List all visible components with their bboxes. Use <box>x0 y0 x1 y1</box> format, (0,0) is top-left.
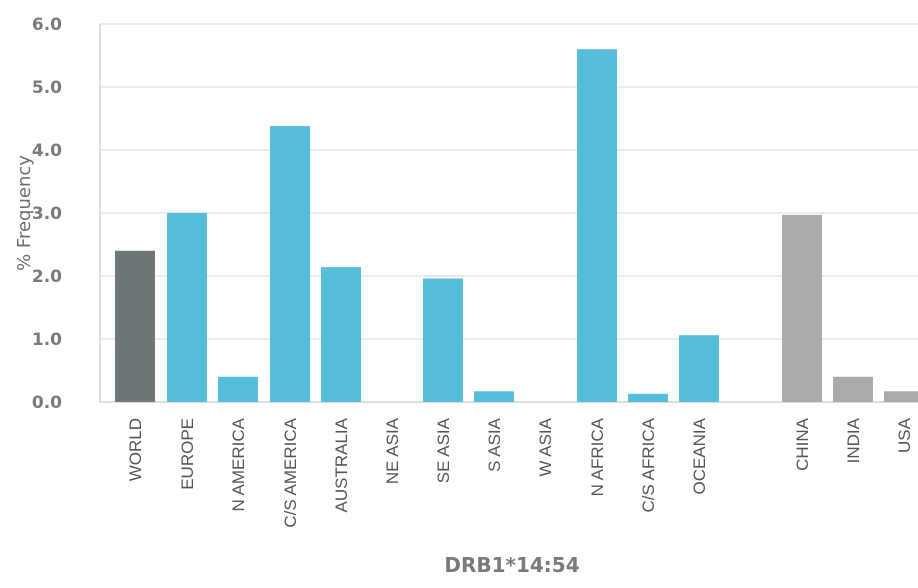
gridlines <box>99 23 918 403</box>
y-tick-label: 1.0 <box>32 330 62 350</box>
x-tick-label: S ASIA <box>485 417 504 472</box>
x-tick-label: W ASIA <box>536 417 555 476</box>
y-axis-label: % Frequency <box>14 155 35 271</box>
y-tick-label: 5.0 <box>32 78 62 98</box>
bar <box>474 391 514 402</box>
bar <box>833 376 873 402</box>
x-tick-label: C/S AFRICA <box>639 417 658 512</box>
y-tick-label: 4.0 <box>32 141 62 161</box>
bar <box>884 391 918 402</box>
bar <box>167 213 207 402</box>
bar <box>577 49 617 402</box>
bar <box>628 393 668 402</box>
x-tick-label: N AFRICA <box>588 417 607 496</box>
bar <box>270 126 310 402</box>
bar <box>115 250 155 402</box>
x-tick-label: INDIA <box>844 417 863 463</box>
x-tick-label: EUROPE <box>178 418 197 490</box>
bar <box>782 214 822 402</box>
x-tick-label: USA <box>895 417 914 453</box>
x-tick-label: SE ASIA <box>434 417 453 483</box>
x-tick-labels: WORLD EUROPE N AMERICA C/S AMERICA AUSTRALIA… <box>126 417 914 527</box>
y-tick-label: 0.0 <box>32 393 62 413</box>
bars <box>115 49 918 402</box>
x-tick-label: C/S AMERICA <box>281 417 300 527</box>
x-tick-label: AUSTRALIA <box>332 417 351 512</box>
bar <box>423 278 463 402</box>
bar <box>218 376 258 402</box>
y-tick-label: 2.0 <box>32 267 62 287</box>
y-tick-labels: 0.0 1.0 2.0 3.0 4.0 5.0 6.0 <box>32 15 62 413</box>
bar <box>679 335 719 402</box>
x-tick-label: CHINA <box>793 417 812 471</box>
y-tick-label: 6.0 <box>32 15 62 35</box>
y-tick-label: 3.0 <box>32 204 62 224</box>
x-tick-label: WORLD <box>126 418 145 481</box>
x-tick-label: OCEANIA <box>690 417 709 494</box>
bar <box>321 267 361 402</box>
x-tick-label: N AMERICA <box>229 417 248 511</box>
x-tick-label: NE ASIA <box>383 417 402 484</box>
x-axis-label: DRB1*14:54 <box>444 553 579 577</box>
